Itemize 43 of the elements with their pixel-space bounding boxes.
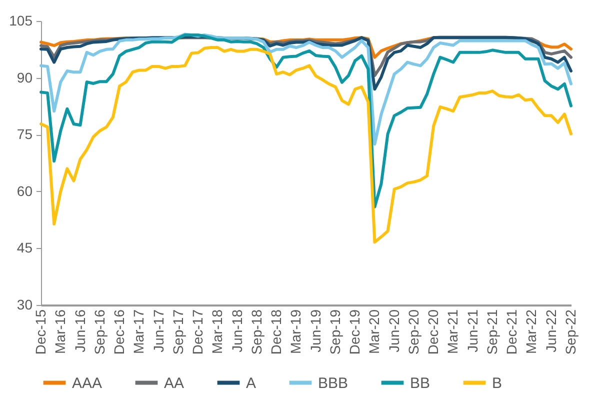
x-tick-label: Dec-20 [425, 309, 442, 355]
legend-label: B [492, 374, 502, 392]
x-tick-label: Sep-21 [484, 309, 500, 355]
line-series [40, 34, 572, 208]
x-tick-label: Sep-19 [326, 309, 343, 355]
x-tick-label: Mar-16 [52, 309, 68, 354]
x-tick-label: Sep-18 [248, 309, 264, 355]
x-tick-label: Sep-22 [562, 309, 578, 355]
y-tick-label: 45 [16, 240, 33, 256]
legend-label: BBB [318, 374, 348, 392]
x-tick-label: Sep-20 [405, 309, 422, 355]
y-tick-label: 60 [16, 182, 33, 199]
x-tick-label: Dec-17 [190, 309, 206, 355]
x-tick-label: Jun-19 [307, 309, 324, 352]
x-tick-label: Jun-18 [228, 309, 245, 352]
y-tick-label: 75 [16, 126, 33, 142]
legend-label: BB [410, 374, 430, 392]
x-tick-label: Dec-21 [504, 309, 520, 355]
x-tick-label: Mar-22 [523, 309, 540, 354]
x-tick-label: Dec-16 [111, 309, 128, 355]
x-tick-label: Jun-21 [464, 309, 480, 352]
x-tick-label: Mar-20 [366, 309, 382, 354]
line-series [40, 46, 572, 244]
line-series [40, 32, 572, 146]
y-tick-label: 105 [9, 12, 33, 28]
x-tick-label: Mar-19 [288, 309, 304, 354]
x-tick-label: Dec-19 [346, 309, 363, 355]
x-tick-label: Mar-21 [444, 309, 461, 354]
legend-label: AA [164, 374, 184, 392]
x-tick-label: Mar-17 [130, 309, 147, 354]
legend-label: A [246, 374, 256, 392]
x-tick-label: Sep-16 [91, 309, 108, 355]
x-tick-label: Jun-17 [150, 309, 166, 352]
x-tick-label: Dec-18 [268, 309, 284, 355]
x-tick-label: Sep-17 [170, 309, 186, 355]
x-tick-label: Jun-16 [72, 309, 88, 352]
x-tick-label: Dec-15 [32, 309, 48, 355]
x-tick-label: Mar-18 [209, 309, 226, 354]
legend-label: AAA [72, 374, 102, 392]
y-tick-label: 90 [16, 69, 33, 86]
x-tick-label: Jun-20 [386, 309, 402, 352]
x-tick-label: Jun-22 [542, 309, 559, 352]
y-tick-label: 30 [16, 296, 33, 312]
